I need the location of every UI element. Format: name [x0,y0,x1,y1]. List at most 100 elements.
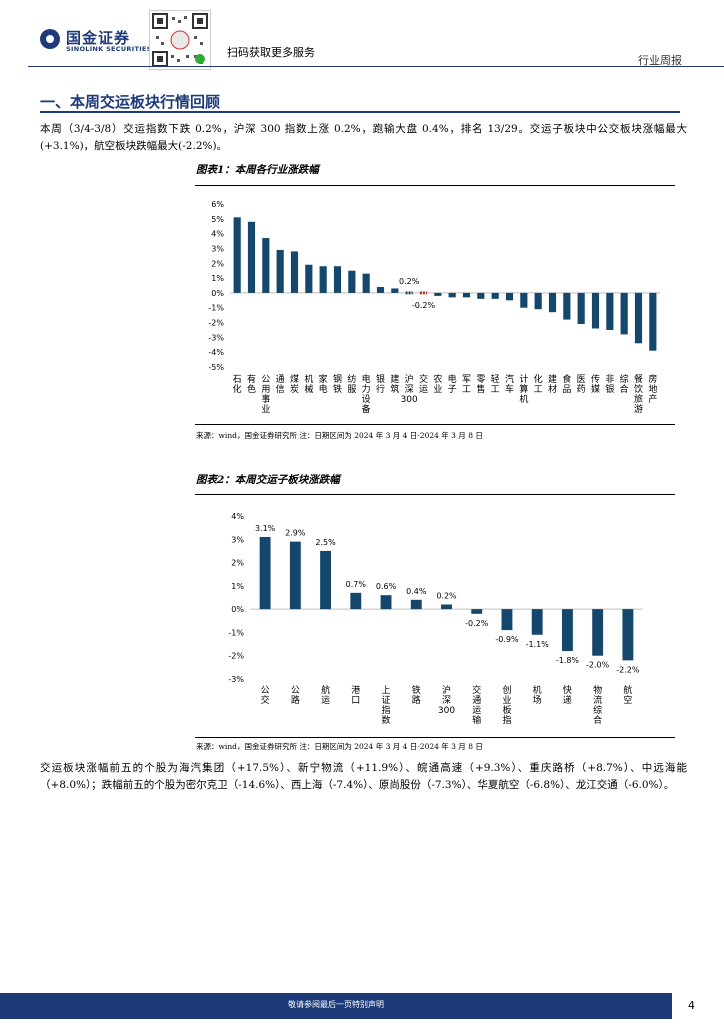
x-tick-label: 计算机 [519,373,528,405]
x-tick-label: 公路 [291,685,300,706]
x-tick-label: 交通运输 [472,684,481,726]
bar-煤炭 [290,251,299,293]
data-label: -0.2% [412,301,436,310]
bar-公交 [259,536,271,610]
data-label: -2.2% [616,665,640,674]
x-tick-label: 农业 [433,373,442,395]
page-number: 4 [688,999,695,1012]
figure2-source: 来源：wind，国金证券研究所 注：日期区间为 2024 年 3 月 4 日-2… [196,742,483,751]
x-tick-label: 传媒 [591,373,600,395]
x-tick-label: 快递 [563,684,572,706]
y-tick-label: 1% [231,582,244,591]
bar-房地产 [649,292,657,351]
y-tick-label: -3% [228,675,244,684]
y-tick-label: -5% [208,363,224,372]
bar-农业 [434,292,442,296]
paragraph-top-stocks: 交运板块涨幅前五的个股为海汽集团（+17.5%）、新宁物流（+11.9%）、皖通… [40,762,687,791]
y-tick-label: 0% [211,289,224,298]
x-tick-label: 银行 [376,373,385,395]
y-tick-label: -3% [208,333,224,342]
bar-机场 [531,609,543,635]
bar-公路 [289,541,301,610]
x-tick-label: 零售 [476,374,485,395]
data-label: 0.2% [436,591,457,600]
section-underline [40,111,680,113]
figure2-title: 图表2：本周交运子板块涨跌幅 [196,474,340,486]
x-tick-label: 公交 [261,685,270,706]
x-tick-label: 家电 [319,373,328,395]
x-tick-label: 煤炭 [290,373,299,395]
bar-纺服 [348,270,356,293]
x-tick-label: 建材 [548,373,557,395]
header-divider [28,66,724,67]
x-tick-label: 餐饮旅游 [634,373,643,415]
bar-零售 [477,292,485,299]
x-tick-label: 房地产 [648,373,657,405]
logo-chinese-name: 国金证券 [66,29,131,47]
y-tick-label: 6% [211,200,224,209]
y-tick-label: -2% [208,319,224,328]
data-label: 0.6% [376,582,397,591]
qr-caption: 扫码获取更多服务 [227,46,315,59]
figure1-bottom-rule [195,424,675,425]
x-tick-label: 物流综合 [593,684,602,726]
y-tick-label: 2% [231,559,244,568]
bar-交通运输 [471,609,483,614]
bar-银行 [376,286,385,293]
x-tick-label: 非银 [605,373,614,395]
x-tick-label: 沪深 300 [438,684,455,716]
paragraph-summary: 本周（3/4-3/8）交运指数下跌 0.2%，沪深 300 指数上涨 0.2%，… [40,123,687,152]
bar-化工 [534,292,542,310]
y-tick-label: -1% [208,304,224,313]
footer-disclaimer: 敬请参阅最后一页特别声明 [288,1000,384,1009]
figure1-title: 图表1：本周各行业涨跌幅 [196,164,319,176]
x-tick-label: 医药 [577,374,586,395]
x-tick-label: 铁路 [412,684,421,706]
x-tick-label: 有色 [247,373,256,395]
bar-军工 [462,292,471,298]
y-tick-label: 3% [211,244,224,253]
qr-code-icon [149,10,211,70]
bar-机械 [305,264,313,293]
x-tick-label: 港口 [351,684,360,706]
x-tick-label: 建筑 [390,373,399,395]
bar-餐饮旅游 [634,292,643,344]
x-tick-label: 石化 [233,375,242,395]
x-tick-label: 航运 [321,684,330,706]
sub-sector-change-chart: 4% 3% 2% 1% 0% -1% -2% -3% 3.1% 公交 2.9% 公路 2.5% 航运 0.7… [228,512,643,726]
bar-创业板指 [501,609,513,631]
bar-建筑 [391,288,399,293]
figure1-top-rule [195,185,675,186]
bar-钢铁 [333,266,342,293]
x-tick-label: 电子 [448,373,457,395]
bar-沪深300 [441,604,452,610]
x-tick-label: 钢铁 [333,373,342,395]
x-tick-label: 上证指数 [382,685,391,726]
section-title: 一、本周交运板块行情回顾 [40,93,221,111]
bar-港口 [350,592,362,610]
x-tick-label: 军工 [462,374,471,395]
data-label: 2.5% [315,538,336,547]
y-tick-label: 4% [231,512,244,521]
x-tick-label: 纺服 [347,373,356,395]
bar-医药 [577,292,585,325]
y-tick-label: 1% [211,274,224,283]
x-tick-label: 综合 [620,373,629,395]
y-tick-label: 2% [211,259,224,268]
bar-非银 [606,292,614,330]
bar-电子 [448,292,456,298]
bar-轻工 [491,292,499,299]
data-label: 0.7% [346,580,367,589]
figure2-bottom-rule [195,737,675,738]
report-type: 行业周报 [638,54,682,67]
x-tick-label: 航空 [623,684,632,706]
x-tick-label: 机场 [533,684,542,706]
x-tick-label: 电力设备 [362,373,371,415]
x-tick-label: 创业板指 [502,684,511,726]
data-label: 3.1% [255,524,276,533]
x-tick-label: 通信 [276,374,285,395]
data-label: -0.9% [495,635,519,644]
industry-change-chart: 6% 5% 4% 3% 2% 1% 0% -1% -2% -3% -4% -5% 石化有色公用事业通信煤… [208,200,660,415]
y-tick-label: 0% [231,605,244,614]
data-label: 0.2% [399,277,420,286]
